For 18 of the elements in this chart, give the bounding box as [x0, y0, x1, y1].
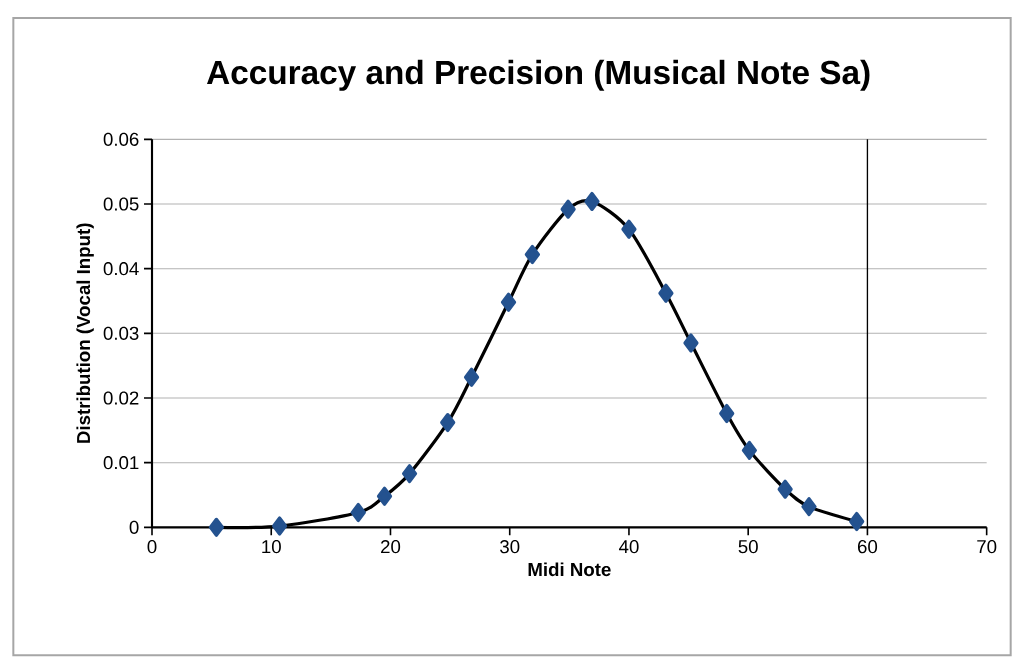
x-axis-title: Midi Note: [528, 562, 611, 577]
x-tick-label: 60: [857, 540, 878, 554]
y-axis-title: Distribution (Vocal Input): [76, 223, 94, 443]
x-tick-label: 40: [618, 540, 639, 554]
y-tick-label: 0: [129, 520, 139, 534]
y-tick-label: 0.01: [103, 456, 139, 470]
y-tick-label: 0.04: [103, 262, 139, 276]
chart-title: Accuracy and Precision (Musical Note Sa): [206, 59, 870, 91]
x-tick-label: 70: [977, 540, 997, 554]
x-tick-label: 30: [500, 540, 520, 554]
y-tick-label: 0.02: [103, 391, 139, 405]
x-tick-label: 50: [738, 540, 758, 554]
y-tick-label: 0.06: [103, 132, 139, 146]
y-tick-label: 0.03: [103, 326, 139, 340]
x-tick-label: 0: [147, 540, 157, 554]
x-tick-label: 20: [381, 540, 401, 554]
y-tick-label: 0.05: [103, 197, 139, 211]
x-tick-label: 10: [262, 540, 281, 554]
